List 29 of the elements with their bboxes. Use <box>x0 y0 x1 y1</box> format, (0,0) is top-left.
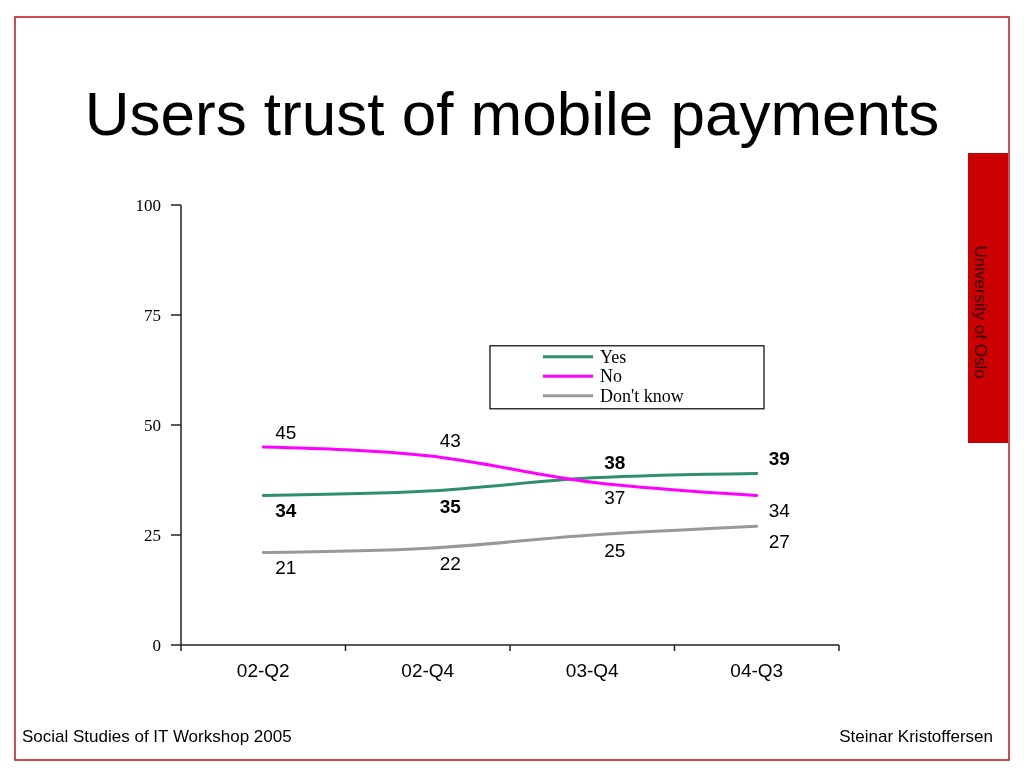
data-label: 39 <box>768 447 790 469</box>
data-label: 34 <box>275 499 297 521</box>
data-label: 45 <box>275 421 297 443</box>
x-tick-label: 04-Q3 <box>730 659 784 681</box>
y-tick-label: 0 <box>152 635 161 655</box>
data-label: 34 <box>768 499 791 521</box>
y-tick-label: 100 <box>135 195 161 215</box>
y-tick-label: 25 <box>144 525 161 545</box>
chart-title: Users trust of mobile payments <box>84 79 940 148</box>
data-label: 22 <box>439 552 461 574</box>
text: Steinar Kristoffersen <box>839 727 993 746</box>
legend-label: Yes <box>600 346 627 367</box>
data-label: 21 <box>275 557 297 579</box>
legend-label: Don't know <box>600 385 684 406</box>
data-label: 38 <box>604 452 626 474</box>
legend-label: No <box>600 366 622 387</box>
x-tick-label: 02-Q2 <box>236 659 290 681</box>
data-label: 27 <box>768 530 790 552</box>
text: Social Studies of IT Workshop 2005 <box>22 727 292 746</box>
line-series <box>261 524 759 555</box>
x-tick-label: 03-Q4 <box>565 659 620 681</box>
y-tick-label: 50 <box>144 415 161 435</box>
data-label: 35 <box>439 495 462 517</box>
data-label: 43 <box>439 430 461 452</box>
data-label: 37 <box>604 486 626 508</box>
y-tick-label: 75 <box>144 305 161 325</box>
x-tick-label: 02-Q4 <box>401 659 455 681</box>
text: University of Oslo <box>971 245 991 379</box>
data-label: 25 <box>604 539 626 561</box>
